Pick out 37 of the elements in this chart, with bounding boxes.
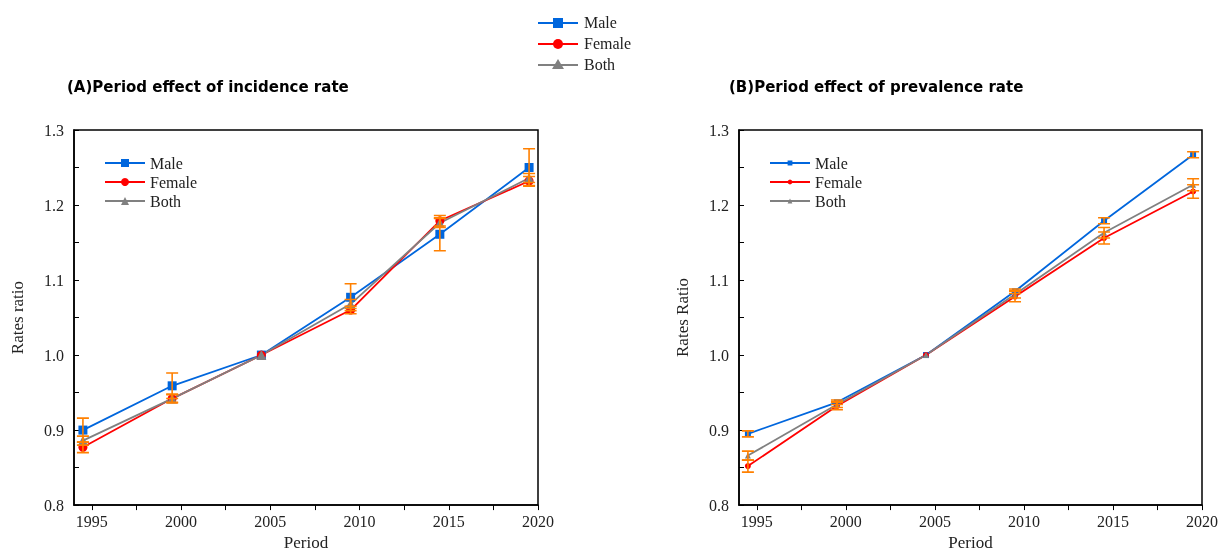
x-axis-title: Period bbox=[948, 533, 994, 552]
chart-title: (B)Period effect of prevalence rate bbox=[729, 77, 1024, 96]
y-tick-label: 0.9 bbox=[709, 421, 729, 439]
x-tick-label: 2000 bbox=[829, 512, 862, 530]
x-axis-title: Period bbox=[283, 533, 329, 552]
legend-label: Male bbox=[815, 154, 848, 172]
x-tick-label: 1995 bbox=[75, 512, 108, 530]
y-tick-label: 1.1 bbox=[44, 271, 64, 289]
y-tick-label: 0.8 bbox=[44, 496, 64, 514]
y-tick-label: 0.8 bbox=[709, 496, 729, 514]
x-tick-label: 2000 bbox=[165, 512, 198, 530]
legend-label: Male bbox=[150, 154, 183, 172]
x-tick-label: 2020 bbox=[522, 512, 554, 530]
x-tick-label: 2015 bbox=[432, 512, 465, 530]
chart-title: (A)Period effect of incidence rate bbox=[67, 77, 349, 96]
y-axis-title: Rates ratio bbox=[8, 280, 27, 355]
y-tick-label: 1.3 bbox=[709, 121, 729, 139]
x-tick-label: 2015 bbox=[1096, 512, 1129, 530]
x-tick-label: 2005 bbox=[254, 512, 287, 530]
y-tick-label: 1.1 bbox=[709, 271, 729, 289]
x-tick-label: 2005 bbox=[918, 512, 951, 530]
legend-label: Female bbox=[815, 173, 863, 191]
y-tick-label: 1.2 bbox=[709, 196, 729, 214]
y-tick-label: 1.2 bbox=[44, 196, 64, 214]
figure-legend: Male Female Both bbox=[538, 12, 632, 75]
x-tick-label: 1995 bbox=[740, 512, 773, 530]
legend-label: Both bbox=[815, 192, 847, 210]
y-tick-label: 0.9 bbox=[44, 421, 64, 439]
y-tick-label: 1.3 bbox=[44, 121, 64, 139]
y-tick-label: 1.0 bbox=[709, 346, 729, 364]
x-tick-label: 2010 bbox=[343, 512, 376, 530]
legend-label: Female bbox=[150, 173, 198, 191]
y-axis-title: Rates Ratio bbox=[673, 278, 692, 357]
x-tick-label: 2020 bbox=[1186, 512, 1218, 530]
y-tick-label: 1.0 bbox=[44, 346, 64, 364]
x-tick-label: 2010 bbox=[1007, 512, 1040, 530]
legend-label: Both bbox=[150, 192, 182, 210]
